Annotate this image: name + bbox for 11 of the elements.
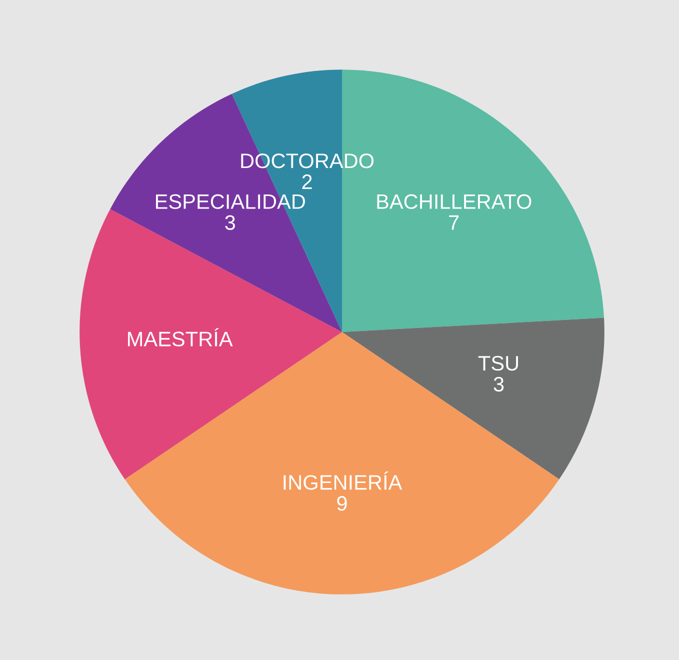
slice-label: DOCTORADO	[241, 153, 374, 168]
data-label: 3	[225, 215, 235, 230]
data-label: 7	[449, 215, 459, 230]
slice-label: MAESTRÍA	[128, 328, 233, 346]
slice-label: INGENIERÍA	[284, 472, 402, 490]
data-label: 3	[494, 376, 504, 392]
slice-label: BACHILLERATO	[377, 194, 532, 210]
slice-label: ESPECIALIDAD	[156, 194, 305, 210]
data-label: 2	[302, 174, 312, 189]
slice-label: TSU	[478, 356, 518, 371]
data-label: 9	[337, 496, 347, 511]
